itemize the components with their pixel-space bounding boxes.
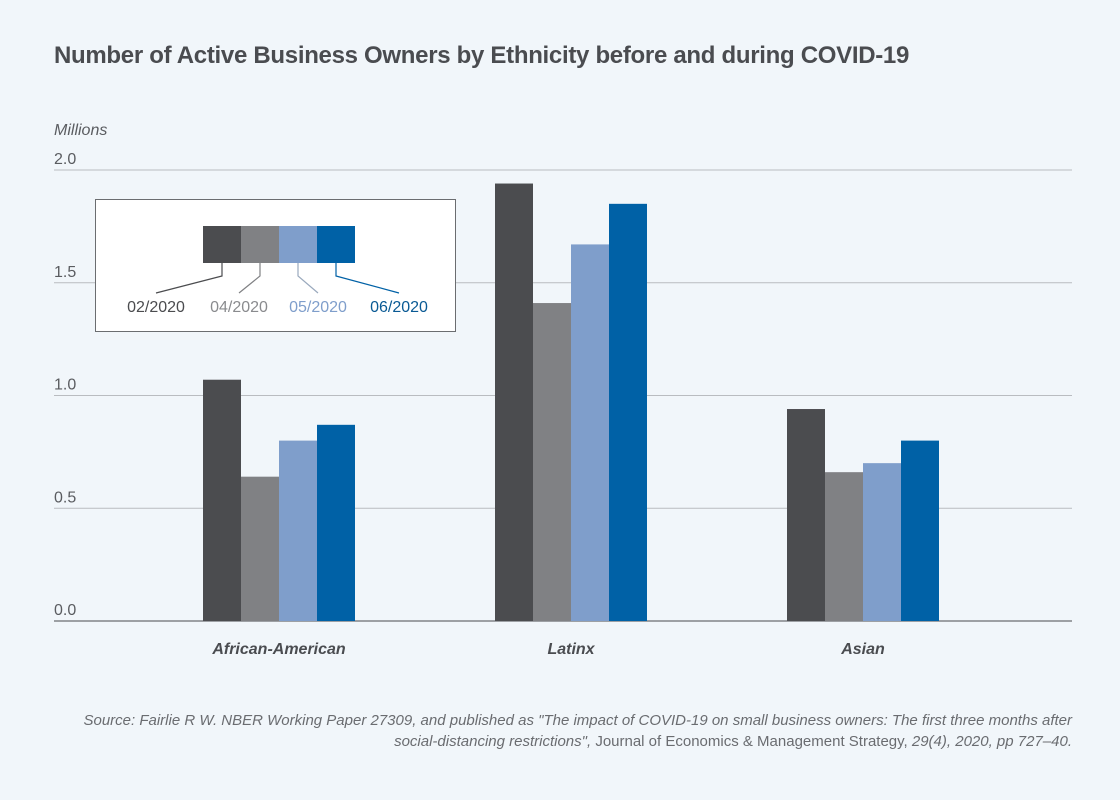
legend-label: 06/2020 xyxy=(370,299,428,316)
bar xyxy=(825,472,863,621)
legend-label: 05/2020 xyxy=(289,299,347,316)
y-tick-label: 0.0 xyxy=(54,602,76,619)
bar-group xyxy=(495,183,647,622)
bar-chart: 0.0 0.5 1.0 1.5 2.0 African-American Latinx As… xyxy=(54,151,1072,658)
y-tick-label: 1.5 xyxy=(54,264,76,281)
legend-label: 04/2020 xyxy=(210,299,268,316)
y-axis-unit-label: Millions xyxy=(54,122,108,139)
bar xyxy=(495,183,533,621)
legend-box xyxy=(95,199,456,332)
legend-swatch xyxy=(203,226,241,263)
bar xyxy=(317,424,355,621)
legend-swatch xyxy=(317,226,355,263)
source-journal: Journal of Economics & Management Strate… xyxy=(595,733,908,750)
bar xyxy=(863,463,901,621)
source-note: Source: Fairlie R W. NBER Working Paper … xyxy=(72,710,1072,752)
category-labels: African-American Latinx Asian xyxy=(211,641,885,658)
legend-leader-line xyxy=(335,263,400,294)
category-label: Asian xyxy=(840,641,885,658)
bar xyxy=(533,303,571,621)
bar xyxy=(787,409,825,621)
legend-swatch xyxy=(279,226,317,263)
bar xyxy=(609,203,647,621)
legend-leader-line xyxy=(238,263,261,294)
source-text-2: 29(4), 2020, pp 727–40. xyxy=(907,733,1072,750)
y-tick-label: 0.5 xyxy=(54,489,76,506)
category-label: Latinx xyxy=(547,641,595,658)
category-label: African-American xyxy=(211,641,346,658)
bar xyxy=(203,379,241,621)
source-text-1: Source: Fairlie R W. NBER Working Paper … xyxy=(83,712,1072,750)
bar xyxy=(901,440,939,621)
bar xyxy=(241,476,279,621)
chart-title: Number of Active Business Owners by Ethn… xyxy=(54,42,910,69)
legend-leader-line xyxy=(155,263,223,294)
legend-label: 02/2020 xyxy=(127,299,185,316)
bar-group xyxy=(787,409,939,621)
bar-group xyxy=(203,379,355,621)
bar xyxy=(571,244,609,622)
bar xyxy=(279,440,317,621)
legend: 02/2020 04/2020 05/2020 06/2020 xyxy=(95,199,456,332)
bars xyxy=(203,183,939,622)
legend-swatch xyxy=(241,226,279,263)
y-tick-label: 2.0 xyxy=(54,151,76,168)
y-tick-label: 1.0 xyxy=(54,377,76,394)
legend-leader-line xyxy=(297,263,319,294)
